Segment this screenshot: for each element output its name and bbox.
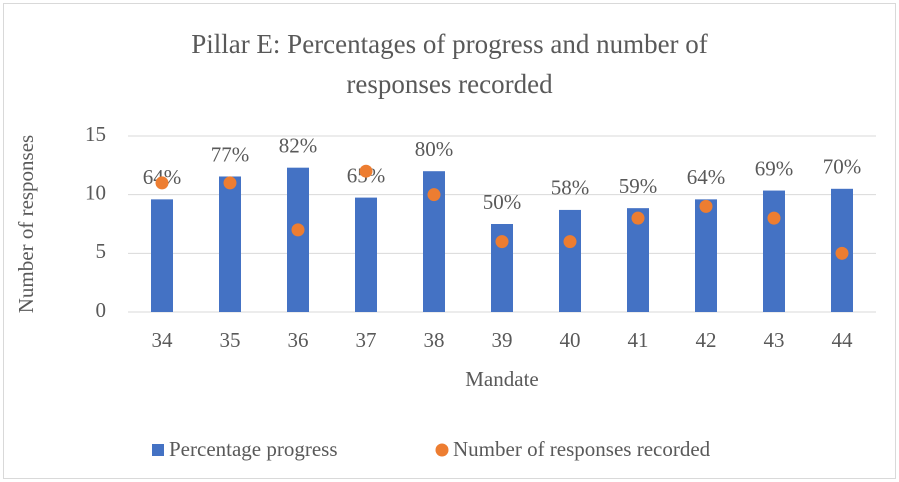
point bbox=[155, 176, 169, 190]
x-tick-label: 37 bbox=[356, 328, 377, 352]
x-tick-label: 41 bbox=[628, 328, 649, 352]
point bbox=[631, 211, 645, 225]
bar bbox=[627, 208, 649, 312]
point bbox=[359, 164, 373, 178]
data-label: 64% bbox=[687, 165, 726, 189]
data-label: 69% bbox=[755, 156, 794, 180]
x-tick-label: 35 bbox=[220, 328, 241, 352]
x-tick-label: 43 bbox=[764, 328, 785, 352]
bar bbox=[559, 209, 581, 312]
chart-title: Pillar E: Percentages of progress and nu… bbox=[191, 29, 708, 99]
x-tick-label: 39 bbox=[492, 328, 513, 352]
data-label: 50% bbox=[483, 190, 522, 214]
y-axis-label: Number of responses bbox=[14, 135, 38, 313]
point bbox=[291, 223, 305, 237]
chart-frame bbox=[3, 3, 896, 479]
bar bbox=[423, 171, 445, 312]
y-tick-label: 0 bbox=[96, 298, 107, 322]
data-label: 77% bbox=[211, 142, 250, 166]
legend-swatch bbox=[435, 443, 449, 457]
legend-swatch bbox=[152, 444, 164, 456]
data-label: 80% bbox=[415, 137, 454, 161]
x-tick-label: 42 bbox=[696, 328, 717, 352]
data-label: 70% bbox=[823, 155, 862, 179]
bar bbox=[287, 167, 309, 312]
bar bbox=[355, 197, 377, 312]
data-label: 59% bbox=[619, 174, 658, 198]
point bbox=[767, 211, 781, 225]
x-tick-label: 36 bbox=[288, 328, 309, 352]
point bbox=[563, 235, 577, 249]
data-label: 58% bbox=[551, 176, 590, 200]
x-axis-label: Mandate bbox=[465, 367, 538, 391]
x-tick-label: 38 bbox=[424, 328, 445, 352]
y-tick-label: 5 bbox=[96, 239, 107, 263]
bar bbox=[219, 176, 241, 312]
data-label: 82% bbox=[279, 133, 318, 157]
point bbox=[223, 176, 237, 190]
point bbox=[835, 246, 849, 260]
x-tick-label: 40 bbox=[560, 328, 581, 352]
bar bbox=[151, 199, 173, 312]
bar bbox=[695, 199, 717, 312]
point bbox=[699, 199, 713, 213]
bar bbox=[491, 224, 513, 312]
legend-label: Percentage progress bbox=[169, 437, 338, 461]
y-tick-label: 15 bbox=[85, 122, 106, 146]
point bbox=[495, 235, 509, 249]
y-tick-label: 10 bbox=[85, 180, 106, 204]
x-tick-label: 44 bbox=[832, 328, 854, 352]
point bbox=[427, 188, 441, 202]
legend-label: Number of responses recorded bbox=[453, 437, 711, 461]
x-tick-label: 34 bbox=[152, 328, 174, 352]
bar bbox=[763, 190, 785, 312]
